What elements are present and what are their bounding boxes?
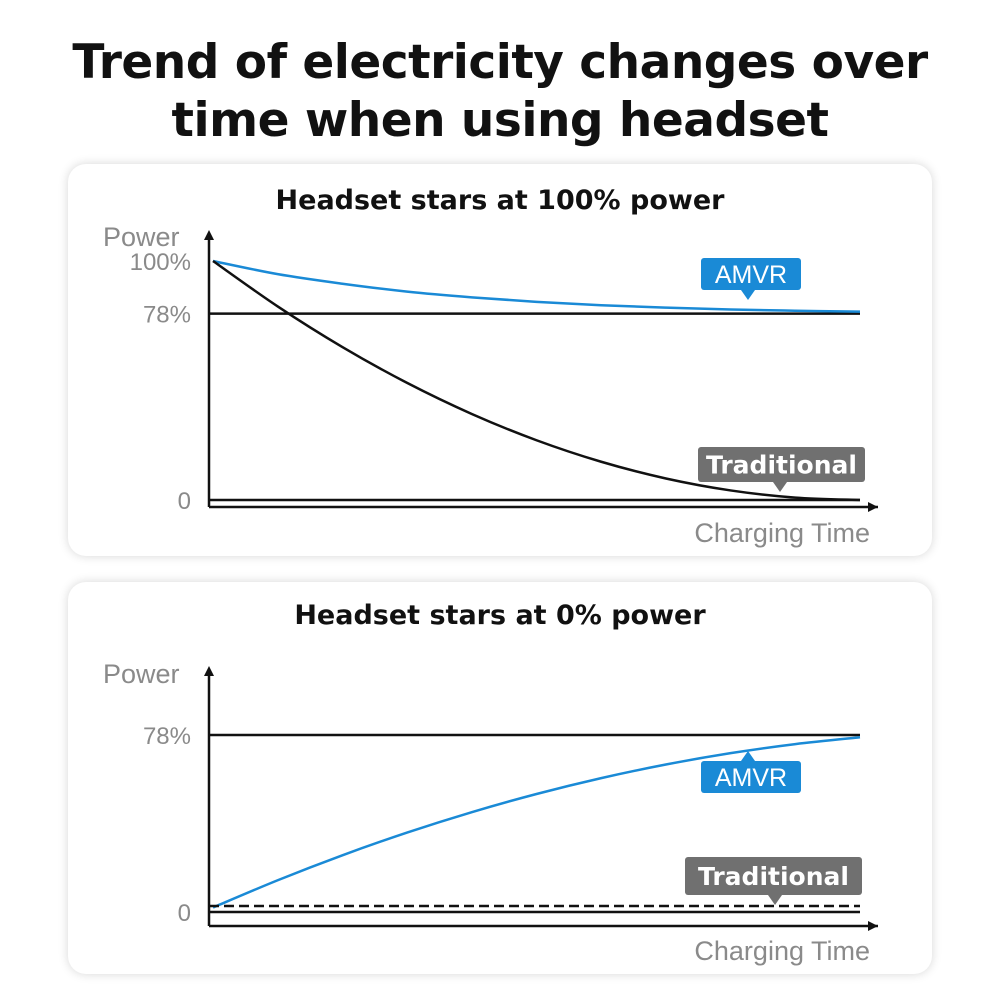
plot-area: 100% 78% 0 AMVR Traditional	[130, 230, 878, 515]
legend-badge-amvr: AMVR	[701, 751, 801, 793]
y-axis-label: Power	[103, 222, 180, 252]
y-axis-arrow	[204, 666, 214, 676]
x-axis-arrow	[868, 502, 878, 512]
legend-label: AMVR	[715, 764, 787, 792]
legend-label: AMVR	[715, 261, 787, 289]
legend-label: Traditional	[698, 862, 849, 891]
plot-area: 78% 0 AMVR Traditional	[143, 666, 878, 931]
badge-pointer	[773, 482, 787, 492]
legend-label: Traditional	[706, 451, 857, 480]
legend-badge-traditional: Traditional	[698, 447, 865, 492]
y-tick-label: 0	[178, 488, 191, 515]
chart-title: Headset stars at 100% power	[276, 185, 726, 216]
page-title-line-1: Trend of electricity changes over	[72, 35, 928, 90]
badge-pointer	[741, 290, 755, 300]
chart-card-full-power: Headset stars at 100% power Power Chargi…	[68, 164, 932, 556]
y-tick-label: 78%	[143, 723, 191, 750]
legend-badge-amvr: AMVR	[701, 258, 801, 300]
series-line-amvr	[212, 736, 861, 909]
chart-zero-power: Headset stars at 0% power Power Charging…	[103, 600, 878, 966]
y-tick-label: 100%	[130, 249, 191, 276]
y-tick-label: 78%	[143, 302, 191, 329]
badge-box	[698, 447, 865, 482]
y-axis-label: Power	[103, 659, 180, 689]
x-axis-label: Charging Time	[694, 518, 870, 548]
series-line-traditional	[212, 259, 861, 502]
y-axis-arrow	[204, 230, 214, 240]
page-title: Trend of electricity changes over time w…	[0, 34, 1000, 150]
y-tick-label: 0	[178, 900, 191, 927]
series-line-amvr	[212, 259, 861, 313]
x-axis-arrow	[868, 921, 878, 931]
badge-pointer	[768, 895, 782, 905]
chart-title: Headset stars at 0% power	[294, 600, 706, 631]
badge-pointer	[741, 751, 755, 761]
page-title-line-2: time when using headset	[171, 93, 829, 148]
x-axis-label: Charging Time	[694, 936, 870, 966]
badge-box	[685, 857, 862, 895]
legend-badge-traditional: Traditional	[685, 857, 862, 905]
badge-box	[701, 761, 801, 793]
chart-full-power: Headset stars at 100% power Power Chargi…	[103, 185, 878, 548]
badge-box	[701, 258, 801, 290]
chart-card-zero-power: Headset stars at 0% power Power Charging…	[68, 582, 932, 974]
